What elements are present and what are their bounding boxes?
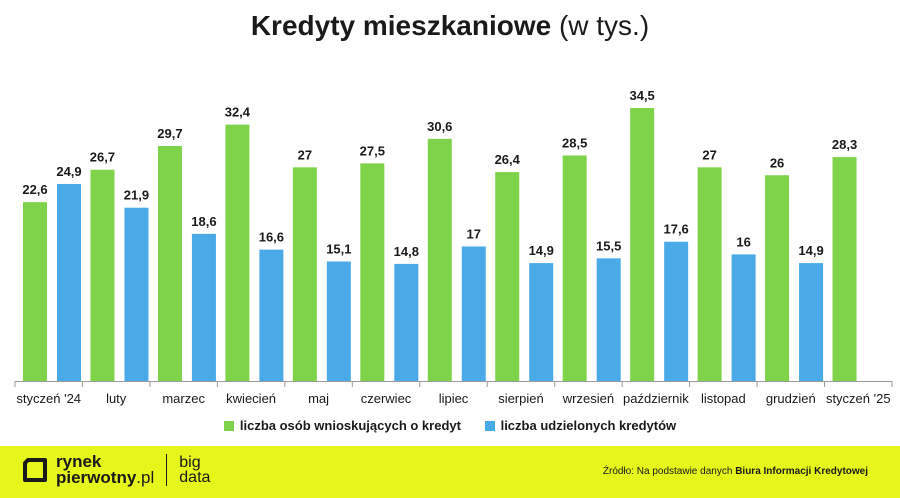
bar-granted: [461, 246, 486, 381]
data-label: 26,7: [90, 150, 115, 165]
x-tick-label: luty: [106, 391, 127, 406]
logo-separator: [166, 454, 168, 486]
data-label: 14,9: [529, 243, 554, 258]
bar-applications: [157, 145, 182, 381]
logo-mark-icon: [23, 458, 47, 482]
bigdata-line1: big: [179, 454, 201, 471]
x-tick-label: wrzesień: [562, 391, 614, 406]
data-label: 17,6: [663, 222, 688, 237]
legend-item-granted: liczba udzielonych kredytów: [484, 418, 677, 433]
data-label: 14,9: [798, 243, 823, 258]
bar-granted: [394, 263, 419, 381]
title-suffix: (w tys.): [558, 10, 650, 41]
x-tick-label: czerwiec: [361, 391, 412, 406]
legend-swatch-applications: [223, 420, 234, 431]
data-label: 27: [702, 147, 716, 162]
bar-applications: [23, 202, 47, 381]
x-tick-label: listopad: [701, 391, 746, 406]
bar-applications: [832, 157, 857, 381]
data-label: 14,8: [394, 244, 419, 259]
chart-title: Kredyty mieszkaniowe (w tys.): [0, 10, 900, 42]
bar-applications: [630, 108, 655, 381]
data-label: 30,6: [427, 119, 452, 134]
bar-applications: [225, 124, 250, 381]
x-tick-label: lipiec: [439, 391, 469, 406]
bar-granted: [731, 254, 756, 381]
bar-applications: [562, 155, 587, 381]
data-label: 15,5: [596, 238, 621, 253]
x-tick-label: kwiecień: [226, 391, 276, 406]
bar-granted: [124, 207, 149, 381]
bar-applications: [765, 175, 790, 381]
data-label: 32,4: [225, 105, 251, 120]
bigdata-line2: data: [179, 469, 211, 486]
bar-granted: [191, 233, 216, 381]
data-label: 27: [298, 147, 312, 162]
bar-applications: [697, 167, 722, 381]
bar-applications: [360, 163, 385, 381]
x-tick-label: maj: [308, 391, 329, 406]
bar-granted: [529, 263, 554, 381]
bar-applications: [427, 138, 452, 381]
logo-line2a: pierwotny: [56, 468, 137, 487]
legend-label-applications: liczba osób wnioskujących o kredyt: [239, 418, 461, 433]
legend-swatch-granted: [484, 420, 495, 431]
data-label: 16,6: [259, 230, 284, 245]
bar-granted: [664, 241, 689, 381]
bar-granted: [326, 261, 351, 381]
source-prefix: Źródło: Na podstawie danych: [602, 466, 733, 477]
bar-applications: [90, 169, 115, 381]
bigdata-wordmark: big data: [179, 454, 211, 486]
data-label: 21,9: [124, 188, 149, 203]
logo-wordmark: rynek pierwotny.pl: [56, 452, 155, 487]
bar-granted: [57, 183, 81, 381]
source-name: Biura Informacji Kredytowej: [735, 466, 868, 477]
x-tick-label: marzec: [162, 391, 205, 406]
data-label: 28,5: [562, 135, 587, 150]
x-tick-label: sierpień: [498, 391, 544, 406]
data-label: 27,5: [360, 143, 385, 158]
title-main: Kredyty mieszkaniowe: [250, 10, 552, 41]
data-label: 34,5: [629, 88, 654, 103]
x-tick-label: styczeń '25: [826, 391, 891, 406]
data-label: 22,6: [22, 182, 47, 197]
data-label: 29,7: [157, 126, 182, 141]
x-tick-label: styczeń '24: [16, 391, 81, 406]
data-label: 18,6: [191, 214, 216, 229]
x-tick-label: październik: [623, 391, 689, 406]
bar-granted: [596, 258, 621, 381]
bar-chart: styczeń '24 22,6 24,9 luty 26,7 21,9 marzec 29,…: [14, 88, 893, 406]
bar-granted: [799, 263, 824, 381]
data-label: 26: [770, 155, 784, 170]
bar-granted: [259, 249, 284, 381]
data-label: 26,4: [495, 152, 521, 167]
data-label: 16: [736, 234, 750, 249]
data-label: 24,9: [56, 164, 81, 179]
data-label: 17: [467, 226, 481, 241]
legend-label-granted: liczba udzielonych kredytów: [500, 418, 677, 433]
logo-line1: rynek: [56, 452, 102, 471]
bar-applications: [495, 172, 520, 381]
logo-line2b: .pl: [136, 468, 155, 487]
data-label: 15,1: [326, 242, 351, 257]
bar-applications: [292, 167, 317, 381]
data-label: 28,3: [832, 137, 857, 152]
source-note: Źródło: Na podstawie danych Biura Inform…: [603, 466, 868, 477]
footer-bar: rynek pierwotny.pl big data Źródło: Na p…: [0, 446, 900, 498]
x-tick-label: grudzień: [766, 391, 816, 406]
brand-logo: rynek pierwotny.pl big data: [22, 452, 211, 487]
legend-item-applications: liczba osób wnioskujących o kredyt: [223, 418, 461, 433]
chart-legend: liczba osób wnioskujących o kredyt liczb…: [0, 418, 900, 434]
